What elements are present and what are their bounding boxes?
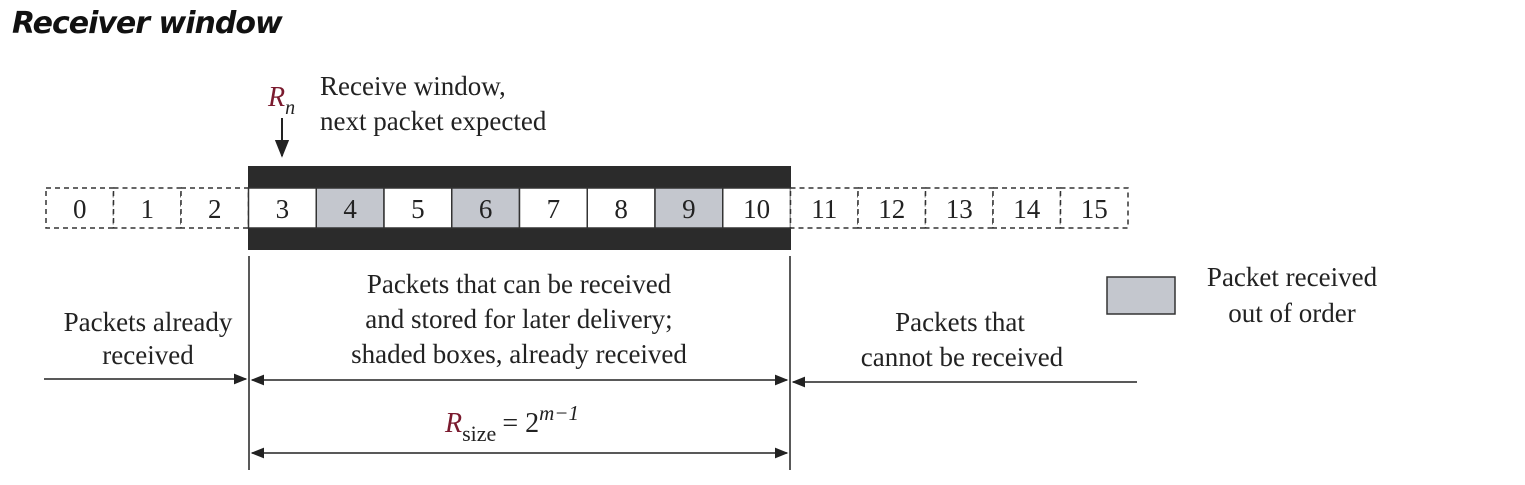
legend-swatch bbox=[1106, 276, 1176, 315]
received-region-line1: Packets already bbox=[64, 307, 233, 337]
packet-label-2: 2 bbox=[208, 194, 222, 224]
window-band-bottom bbox=[248, 228, 791, 250]
packet-label-4: 4 bbox=[343, 194, 357, 224]
pointer-subscript: n bbox=[285, 97, 295, 119]
packet-box-12 bbox=[857, 187, 927, 229]
packet-box-8 bbox=[586, 187, 656, 229]
packet-box-7 bbox=[518, 187, 588, 229]
legend-line2: out of order bbox=[1228, 298, 1355, 328]
received-region-line2: received bbox=[102, 340, 194, 370]
packet-label-9: 9 bbox=[682, 194, 696, 224]
packet-box-15 bbox=[1059, 187, 1129, 229]
packet-label-14: 14 bbox=[1013, 194, 1041, 224]
size-subscript: size bbox=[462, 421, 496, 446]
size-equals: = 2 bbox=[502, 408, 539, 439]
packet-label-8: 8 bbox=[614, 194, 628, 224]
packet-row: 0 1 2 3 4 5 6 7 8 9 10 11 12 13 14 15 bbox=[45, 187, 1129, 229]
legend-line1: Packet received bbox=[1207, 262, 1378, 292]
pointer-symbol: Rn bbox=[267, 82, 295, 119]
window-region-line1: Packets that can be received bbox=[367, 269, 672, 299]
window-region-line2: and stored for later delivery; bbox=[365, 304, 672, 334]
packet-box-1 bbox=[112, 187, 182, 229]
size-r: R bbox=[444, 408, 462, 439]
window-band-top bbox=[248, 166, 791, 188]
page-title: Receiver window bbox=[12, 6, 283, 41]
packet-box-5 bbox=[383, 187, 453, 229]
window-region-line3: shaded boxes, already received bbox=[351, 339, 687, 369]
packet-box-11 bbox=[789, 187, 859, 229]
packet-box-14 bbox=[992, 187, 1062, 229]
pointer-label-line2: next packet expected bbox=[320, 106, 547, 136]
packet-label-3: 3 bbox=[276, 194, 290, 224]
packet-box-13 bbox=[924, 187, 994, 229]
outside-region-line2: cannot be received bbox=[861, 342, 1064, 372]
packet-label-13: 13 bbox=[946, 194, 973, 224]
packet-label-11: 11 bbox=[811, 194, 837, 224]
packet-label-5: 5 bbox=[411, 194, 425, 224]
packet-box-9 bbox=[654, 187, 724, 229]
packet-box-6 bbox=[451, 187, 521, 229]
packet-box-2 bbox=[180, 187, 250, 229]
packet-label-7: 7 bbox=[547, 194, 561, 224]
packet-label-15: 15 bbox=[1081, 194, 1108, 224]
window-size-formula: Rsize = 2m−1 bbox=[444, 401, 579, 446]
packet-label-0: 0 bbox=[73, 194, 87, 224]
pointer-label-line1: Receive window, bbox=[320, 71, 506, 101]
packet-label-10: 10 bbox=[743, 194, 770, 224]
outside-region-line1: Packets that bbox=[895, 307, 1025, 337]
size-exponent: m−1 bbox=[539, 401, 579, 425]
pointer-r: R bbox=[267, 82, 285, 113]
packet-box-0 bbox=[45, 187, 115, 229]
packet-box-4 bbox=[315, 187, 385, 229]
packet-label-1: 1 bbox=[141, 194, 155, 224]
packet-label-6: 6 bbox=[479, 194, 493, 224]
packet-label-12: 12 bbox=[878, 194, 905, 224]
